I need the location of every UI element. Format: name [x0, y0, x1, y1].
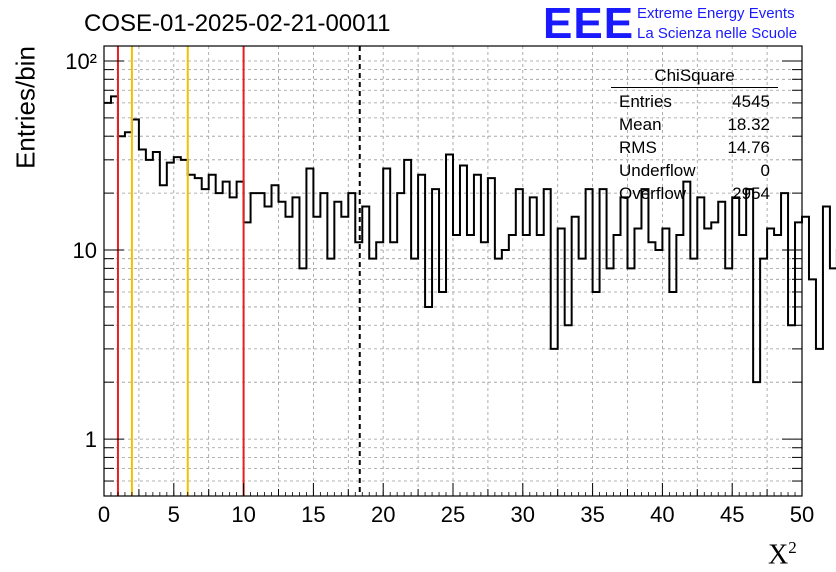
x-tick-label: 35: [580, 502, 604, 527]
stats-box: ChiSquare Entries 4545 Mean 18.32 RMS 14.76…: [611, 66, 778, 205]
eee-logo: EEE: [543, 0, 635, 48]
y-tick-label: 10: [73, 238, 97, 263]
stats-row-underflow: Underflow 0: [619, 161, 770, 180]
chart-title: COSE-01-2025-02-21-00011: [84, 10, 391, 37]
x-tick-label: 15: [301, 502, 325, 527]
x-tick-label: 30: [511, 502, 535, 527]
cut-markers: [116, 46, 361, 496]
axis-ticks: 0 5 10 15 20 25 30 35 40 45 50 1 10 10²: [65, 49, 814, 527]
x-tick-label: 40: [650, 502, 674, 527]
x-tick-label: 0: [98, 502, 110, 527]
x-tick-label: 25: [441, 502, 465, 527]
y-tick-label: 1: [85, 427, 97, 452]
stats-row-entries: Entries 4545: [619, 92, 770, 111]
x-tick-label: 5: [168, 502, 180, 527]
histogram-series: [104, 95, 836, 384]
y-axis-label: Entries/bin: [10, 46, 41, 169]
logo-line-2: La Scienza nelle Scuole: [637, 25, 798, 42]
stats-row-rms: RMS 14.76: [619, 138, 770, 157]
y-tick-label: 10²: [65, 49, 97, 74]
histogram-line: [104, 95, 836, 384]
stats-title: ChiSquare: [611, 66, 778, 88]
x-tick-label: 50: [790, 502, 814, 527]
x-tick-label: 20: [371, 502, 395, 527]
x-tick-label: 45: [720, 502, 744, 527]
x-axis-label: X2: [768, 538, 797, 571]
stats-row-overflow: Overflow 2954: [619, 184, 770, 203]
logo-line-1: Extreme Energy Events: [637, 5, 795, 22]
x-tick-label: 10: [231, 502, 255, 527]
stats-row-mean: Mean 18.32: [619, 115, 770, 134]
